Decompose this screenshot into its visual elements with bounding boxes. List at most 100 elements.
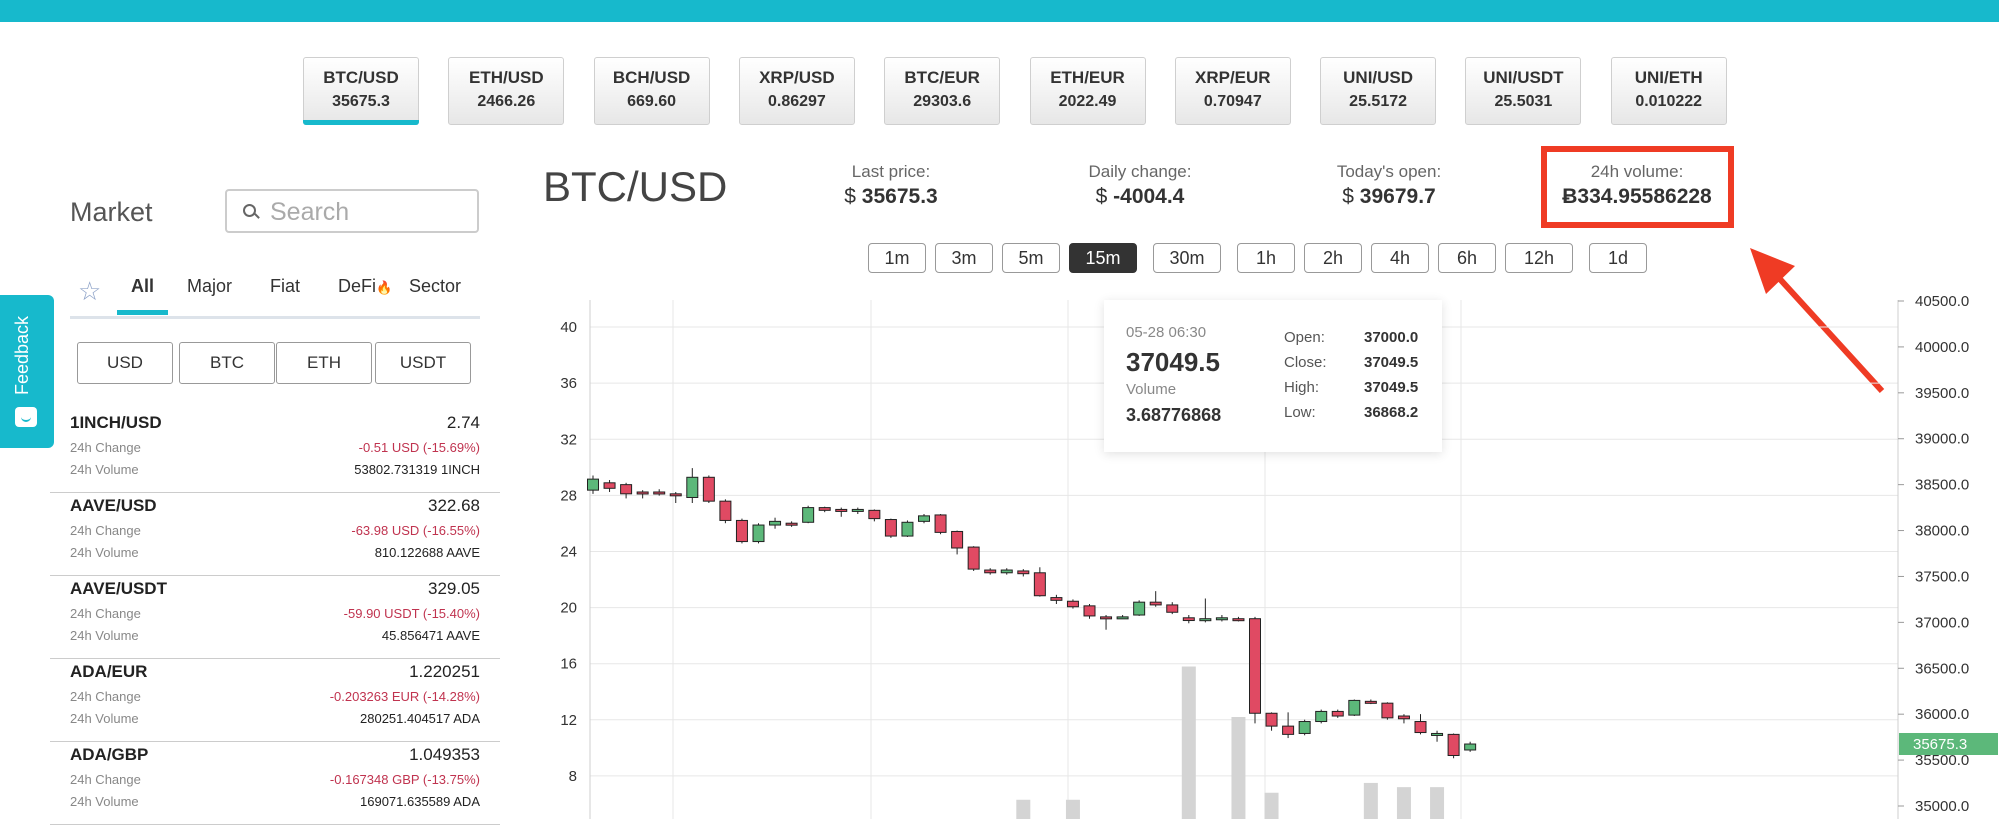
market-list-item[interactable]: 1INCH/USD 2.74 24h Change -0.51 USD (-15.69…	[50, 409, 500, 493]
tab-major[interactable]: Major	[187, 276, 233, 296]
market-title: Market	[70, 197, 153, 227]
market-tabs: ☆ All Major Fiat DeFi🔥 Sector	[70, 268, 480, 319]
annotation-arrow-icon	[1750, 248, 1885, 394]
timeframe-1m[interactable]: 1m	[868, 243, 926, 273]
pair-tile[interactable]: UNI/USD 25.5172	[1320, 57, 1437, 125]
pair-tile[interactable]: BCH/USD 669.60	[593, 57, 710, 125]
volume-bar	[1396, 787, 1411, 819]
search-box[interactable]	[225, 189, 479, 233]
feedback-tab[interactable]: Feedback	[0, 295, 54, 448]
quote-filter-btc[interactable]: BTC	[179, 342, 275, 384]
candle-body	[802, 507, 815, 523]
tooltip-high-value: 37049.5	[1364, 379, 1419, 396]
candle-body	[1182, 617, 1195, 622]
timeframe-1h[interactable]: 1h	[1237, 243, 1295, 273]
change-label: 24h Change	[70, 689, 141, 704]
quote-filter-usd[interactable]: USD	[77, 342, 173, 384]
market-list-item[interactable]: ADA/GBP 1.049353 24h Change -0.167348 GBP (…	[50, 741, 500, 825]
pair-name: XRP/USD	[759, 68, 835, 87]
market-volume: 45.856471 AAVE	[381, 628, 480, 643]
pair-tile[interactable]: ETH/USD 2466.26	[448, 57, 565, 125]
timeframe-3m[interactable]: 3m	[935, 243, 993, 273]
market-price: 329.05	[428, 579, 480, 598]
pair-price: 35675.3	[332, 93, 390, 110]
market-volume: 280251.404517 ADA	[360, 711, 480, 726]
candle-body	[1166, 604, 1179, 613]
timeframe-15m[interactable]: 15m	[1069, 243, 1137, 273]
pair-tile[interactable]: XRP/USD 0.86297	[738, 57, 855, 125]
candle-body	[1364, 700, 1377, 704]
timeframe-12h[interactable]: 12h	[1505, 243, 1573, 273]
candle-tooltip: 05-28 06:30 37049.5 Volume 3.68776868 Op…	[1104, 300, 1442, 452]
candle-body	[1149, 601, 1162, 606]
pair-tile[interactable]: XRP/EUR 0.70947	[1174, 57, 1291, 125]
candle-body	[1397, 715, 1410, 720]
candle-body	[951, 530, 964, 549]
pair-tile[interactable]: ETH/EUR 2022.49	[1029, 57, 1146, 125]
pair-tile[interactable]: UNI/USDT 25.5031	[1465, 57, 1582, 125]
market-price: 322.68	[428, 496, 480, 515]
pair-tile[interactable]: UNI/ETH 0.010222	[1610, 57, 1727, 125]
volume-24h-stat: 24h volume: Ƀ334.95586228	[1527, 162, 1747, 209]
tab-defi[interactable]: DeFi🔥	[338, 276, 392, 297]
volume-axis-tick: 20	[560, 600, 577, 617]
candle-body	[1133, 601, 1146, 616]
candle-body	[1249, 618, 1261, 714]
tooltip-open-label: Open:	[1284, 329, 1325, 346]
market-list-item[interactable]: AAVE/USDT 329.05 24h Change -59.90 USDT (-1…	[50, 575, 500, 659]
pair-name: BCH/USD	[612, 68, 691, 87]
volume-axis-tick: 24	[560, 543, 577, 560]
tab-sector[interactable]: Sector	[409, 276, 462, 296]
candle-body	[901, 521, 914, 537]
pair-name: UNI/USDT	[1483, 68, 1564, 87]
price-axis-tick: 35500.0	[1915, 752, 1969, 769]
timeframe-6h[interactable]: 6h	[1438, 243, 1496, 273]
candle-body	[1000, 569, 1013, 574]
market-pair: ADA/GBP	[70, 745, 149, 764]
price-axis-tick: 39500.0	[1915, 385, 1969, 402]
volume-label: 24h Volume	[70, 545, 139, 560]
daily-change-label: Daily change:	[1088, 162, 1192, 181]
market-list-item[interactable]: AAVE/USD 322.68 24h Change -63.98 USD (-16.…	[50, 492, 500, 576]
candle-body	[1414, 721, 1427, 734]
price-axis-tick: 37500.0	[1915, 568, 1969, 585]
pair-name: XRP/EUR	[1195, 68, 1271, 87]
candle-body	[686, 476, 699, 498]
market-list-item[interactable]: ADA/EUR 1.220251 24h Change -0.203263 EUR (…	[50, 658, 500, 742]
star-icon[interactable]: ☆	[78, 276, 102, 306]
timeframe-5m[interactable]: 5m	[1002, 243, 1060, 273]
timeframe-1d[interactable]: 1d	[1589, 243, 1647, 273]
candle-body	[884, 519, 897, 537]
market-price: 1.049353	[409, 745, 480, 764]
timeframe-2h[interactable]: 2h	[1304, 243, 1362, 273]
tab-all[interactable]: All	[116, 276, 169, 315]
last-price-label: Last price:	[851, 162, 931, 181]
candle-body	[918, 515, 930, 522]
market-pair: 1INCH/USD	[70, 413, 162, 432]
tab-fiat[interactable]: Fiat	[270, 276, 301, 296]
pair-name: BTC/USD	[323, 68, 399, 87]
pair-tile[interactable]: BTC/EUR 29303.6	[884, 57, 1001, 125]
change-label: 24h Change	[70, 523, 141, 538]
tooltip-close-value: 37049.5	[1364, 354, 1419, 371]
pair-tile[interactable]: BTC/USD 35675.3	[303, 57, 419, 125]
search-input[interactable]	[268, 195, 472, 229]
candle-body	[1265, 712, 1278, 727]
tab-defi-label: DeFi	[338, 276, 377, 296]
candle-body	[868, 509, 881, 520]
quote-filter-eth[interactable]: ETH	[276, 342, 372, 384]
price-axis-tick: 39000.0	[1915, 431, 1969, 448]
price-axis-tick: 36000.0	[1915, 706, 1969, 723]
search-icon	[243, 204, 256, 217]
candle-body	[752, 524, 765, 543]
chat-face-icon	[15, 407, 37, 427]
timeframe-4h[interactable]: 4h	[1371, 243, 1429, 273]
candle-body	[1215, 617, 1228, 621]
quote-filter-usdt[interactable]: USDT	[375, 342, 471, 384]
volume-axis-tick: 28	[560, 487, 577, 504]
candle-body	[785, 522, 798, 526]
timeframe-30m[interactable]: 30m	[1153, 243, 1221, 273]
pair-price: 0.70947	[1203, 93, 1262, 110]
candle-body	[1381, 702, 1394, 719]
